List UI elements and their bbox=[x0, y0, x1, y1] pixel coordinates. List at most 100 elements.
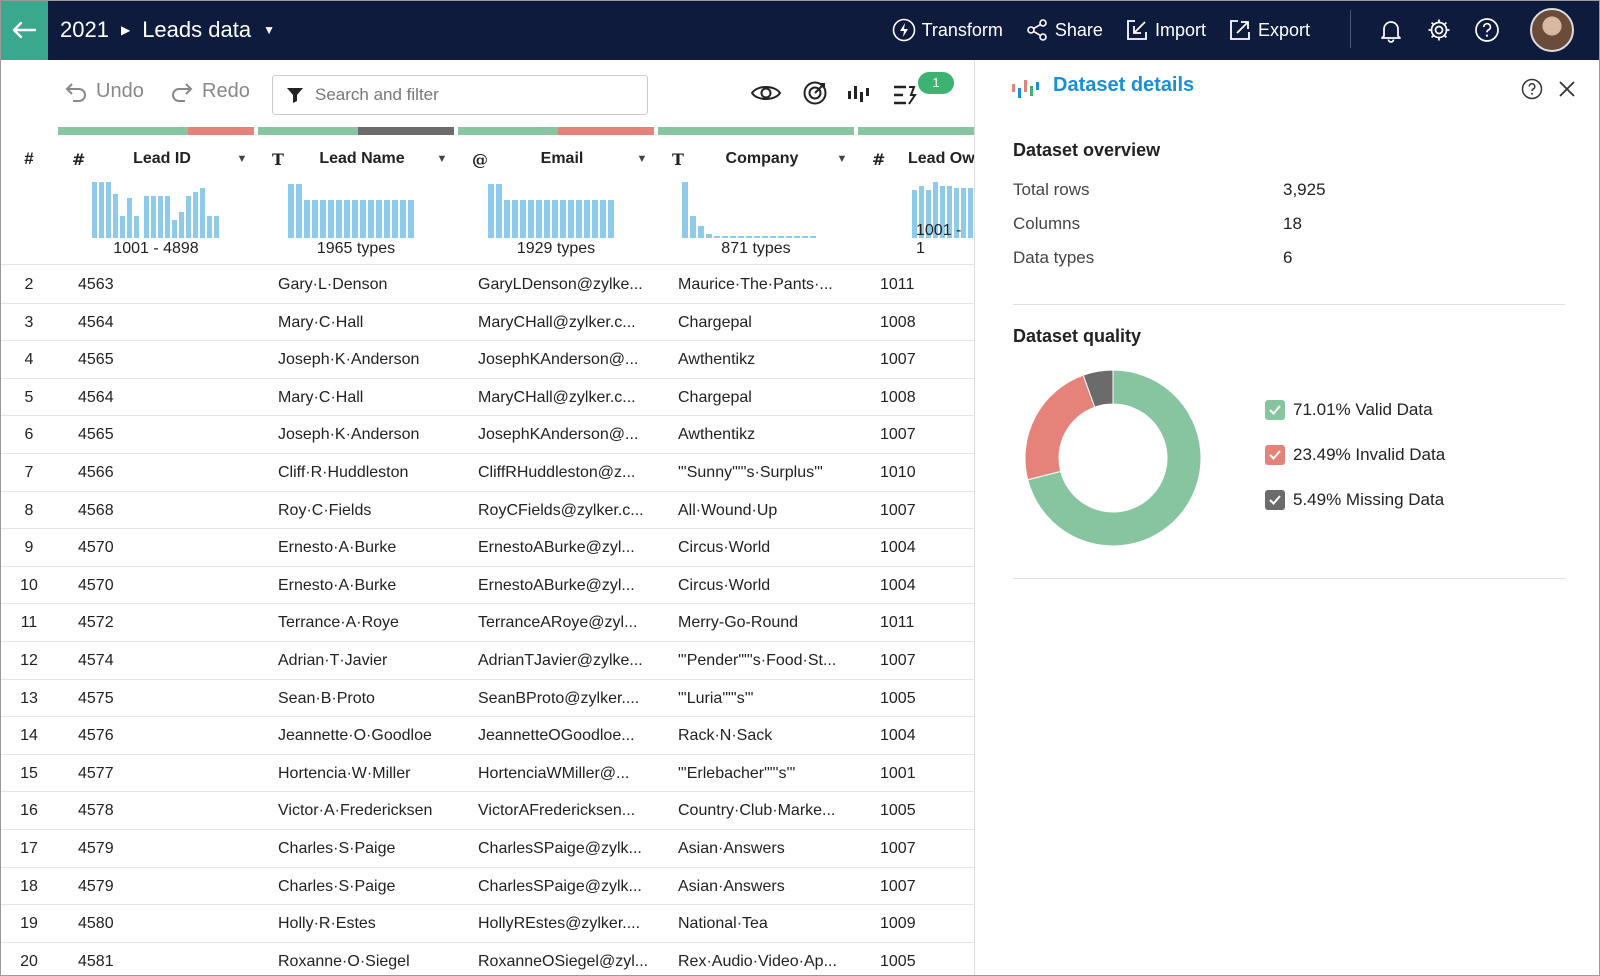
email-cell[interactable]: ErnestoABurke@zyl... bbox=[478, 576, 635, 594]
company-cell[interactable]: Asian·Answers bbox=[678, 839, 785, 857]
legend-missing[interactable]: 5.49% Missing Data bbox=[1265, 490, 1444, 510]
undo-button[interactable]: Undo bbox=[64, 80, 144, 103]
chevron-down-icon[interactable]: ▼ bbox=[436, 153, 448, 165]
email-cell[interactable]: JeannetteOGoodloe... bbox=[478, 727, 635, 745]
lead-owner-cell[interactable]: 1011 bbox=[880, 276, 915, 293]
column-header-lead-id[interactable]: # Lead ID ▼ bbox=[58, 140, 254, 178]
import-button[interactable]: Import bbox=[1125, 18, 1206, 42]
company-cell[interactable]: Rack·N·Sack bbox=[678, 727, 773, 745]
legend-valid[interactable]: 71.01% Valid Data bbox=[1265, 400, 1433, 420]
back-button[interactable] bbox=[0, 0, 48, 60]
lead-name-cell[interactable]: Joseph·K·Anderson bbox=[278, 426, 420, 444]
redo-button[interactable]: Redo bbox=[170, 80, 250, 103]
lead-name-cell[interactable]: Terrance·A·Roye bbox=[278, 614, 399, 632]
lead-id-cell[interactable]: 4566 bbox=[78, 463, 114, 481]
lead-id-cell[interactable]: 4570 bbox=[78, 576, 114, 594]
donut-slice-valid[interactable] bbox=[1027, 369, 1202, 547]
chevron-down-icon[interactable]: ▼ bbox=[836, 153, 848, 165]
email-cell[interactable]: RoyCFields@zylker.c... bbox=[478, 501, 644, 519]
lead-name-cell[interactable]: Gary·L·Denson bbox=[278, 276, 388, 293]
email-cell[interactable]: SeanBProto@zylker.... bbox=[478, 689, 640, 707]
email-cell[interactable]: TerranceARoye@zyl... bbox=[478, 614, 638, 632]
column-header-lead-name[interactable]: T Lead Name ▼ bbox=[258, 140, 454, 178]
lead-owner-cell[interactable]: 1004 bbox=[880, 576, 916, 594]
company-cell[interactable]: "'Luria""'s'" bbox=[678, 689, 754, 707]
lead-name-cell[interactable]: Sean·B·Proto bbox=[278, 689, 375, 707]
lead-id-cell[interactable]: 4564 bbox=[78, 388, 114, 406]
gear-icon[interactable] bbox=[1426, 17, 1452, 43]
lead-id-cell[interactable]: 4574 bbox=[78, 651, 114, 669]
lead-id-cell[interactable]: 4580 bbox=[78, 915, 114, 933]
lead-owner-cell[interactable]: 1008 bbox=[880, 313, 916, 331]
email-cell[interactable]: HollyREstes@zylker.... bbox=[478, 915, 641, 933]
lead-owner-cell[interactable]: 1005 bbox=[880, 689, 916, 707]
avatar[interactable] bbox=[1530, 8, 1574, 52]
company-cell[interactable]: Rex·Audio·Video·Ap... bbox=[678, 952, 837, 970]
table-row[interactable]: 18 4579 Charles·S·Paige CharlesSPaige@zylk.… bbox=[0, 868, 974, 906]
lead-id-cell[interactable]: 4578 bbox=[78, 802, 114, 820]
table-row[interactable]: 7 4566 Cliff·R·Huddleston CliffRHuddleston@… bbox=[0, 454, 974, 492]
email-cell[interactable]: ErnestoABurke@zyl... bbox=[478, 539, 635, 557]
email-cell[interactable]: JosephKAnderson@... bbox=[478, 426, 639, 444]
table-row[interactable]: 3 4564 Mary·C·Hall MaryCHall@zylker.c... Cha… bbox=[0, 304, 974, 342]
lead-name-cell[interactable]: Cliff·R·Huddleston bbox=[278, 463, 409, 481]
email-cell[interactable]: HortenciaWMiller@... bbox=[478, 764, 630, 782]
company-cell[interactable]: Circus·World bbox=[678, 576, 771, 594]
lead-owner-cell[interactable]: 1009 bbox=[880, 915, 916, 933]
share-button[interactable]: Share bbox=[1025, 18, 1103, 42]
company-cell[interactable]: National·Tea bbox=[678, 915, 768, 933]
lead-id-cell[interactable]: 4565 bbox=[78, 426, 114, 444]
lead-owner-cell[interactable]: 1004 bbox=[880, 727, 916, 745]
transform-button[interactable]: Transform bbox=[892, 18, 1003, 42]
email-cell[interactable]: JosephKAnderson@... bbox=[478, 351, 639, 369]
lead-owner-cell[interactable]: 1007 bbox=[880, 839, 916, 857]
company-cell[interactable]: Chargepal bbox=[678, 388, 752, 406]
table-row[interactable]: 11 4572 Terrance·A·Roye TerranceARoye@zyl..… bbox=[0, 604, 974, 642]
lead-owner-cell[interactable]: 1007 bbox=[880, 651, 916, 669]
breadcrumb-year[interactable]: 2021 bbox=[60, 17, 109, 42]
column-header-company[interactable]: T Company ▼ bbox=[658, 140, 854, 178]
lead-name-cell[interactable]: Hortencia·W·Miller bbox=[278, 764, 411, 782]
bar-chart-icon[interactable] bbox=[846, 82, 872, 104]
close-icon[interactable] bbox=[1557, 79, 1577, 99]
help-icon[interactable] bbox=[1521, 78, 1543, 100]
lead-owner-cell[interactable]: 1007 bbox=[880, 877, 916, 895]
lead-name-cell[interactable]: Charles·S·Paige bbox=[278, 877, 396, 895]
search-input[interactable] bbox=[315, 85, 615, 105]
email-cell[interactable]: MaryCHall@zylker.c... bbox=[478, 313, 636, 331]
target-icon[interactable] bbox=[802, 80, 828, 106]
email-cell[interactable]: CliffRHuddleston@z... bbox=[478, 463, 636, 481]
table-row[interactable]: 10 4570 Ernesto·A·Burke ErnestoABurke@zyl..… bbox=[0, 567, 974, 605]
donut-slice-invalid[interactable] bbox=[1024, 374, 1096, 481]
eye-icon[interactable] bbox=[750, 82, 782, 104]
chevron-down-icon[interactable]: ▼ bbox=[636, 153, 648, 165]
table-row[interactable]: 19 4580 Holly·R·Estes HollyREstes@zylker...… bbox=[0, 905, 974, 943]
table-row[interactable]: 4 4565 Joseph·K·Anderson JosephKAnderson@..… bbox=[0, 341, 974, 379]
table-row[interactable]: 20 4581 Roxanne·O·Siegel RoxanneOSiegel@zyl… bbox=[0, 943, 974, 976]
lead-name-cell[interactable]: Jeannette·O·Goodloe bbox=[278, 727, 432, 745]
lead-name-cell[interactable]: Holly·R·Estes bbox=[278, 915, 376, 933]
lead-owner-cell[interactable]: 1005 bbox=[880, 952, 916, 970]
table-row[interactable]: 14 4576 Jeannette·O·Goodloe JeannetteOGoodl… bbox=[0, 717, 974, 755]
company-cell[interactable]: "'Erlebacher""'s'" bbox=[678, 764, 796, 782]
company-cell[interactable]: Awthentikz bbox=[678, 351, 756, 369]
email-cell[interactable]: MaryCHall@zylker.c... bbox=[478, 388, 636, 406]
lead-id-cell[interactable]: 4576 bbox=[78, 727, 114, 745]
export-button[interactable]: Export bbox=[1228, 18, 1310, 42]
company-cell[interactable]: All·Wound·Up bbox=[678, 501, 778, 519]
lead-id-cell[interactable]: 4575 bbox=[78, 689, 114, 707]
company-cell[interactable]: Chargepal bbox=[678, 313, 752, 331]
lead-name-cell[interactable]: Victor·A·Fredericksen bbox=[278, 802, 433, 820]
lead-id-cell[interactable]: 4565 bbox=[78, 351, 114, 369]
lead-name-cell[interactable]: Mary·C·Hall bbox=[278, 388, 364, 406]
table-row[interactable]: 17 4579 Charles·S·Paige CharlesSPaige@zylk.… bbox=[0, 830, 974, 868]
company-cell[interactable]: Merry-Go-Round bbox=[678, 614, 799, 632]
email-cell[interactable]: CharlesSPaige@zylk... bbox=[478, 877, 642, 895]
lead-id-cell[interactable]: 4563 bbox=[78, 276, 114, 293]
lead-id-cell[interactable]: 4579 bbox=[78, 877, 114, 895]
lead-name-cell[interactable]: Joseph·K·Anderson bbox=[278, 351, 420, 369]
company-cell[interactable]: "'Sunny""'s·Surplus'" bbox=[678, 463, 823, 481]
table-row[interactable]: 16 4578 Victor·A·Fredericksen VictorAFreder… bbox=[0, 792, 974, 830]
lead-name-cell[interactable]: Ernesto·A·Burke bbox=[278, 576, 397, 594]
lead-id-cell[interactable]: 4568 bbox=[78, 501, 114, 519]
